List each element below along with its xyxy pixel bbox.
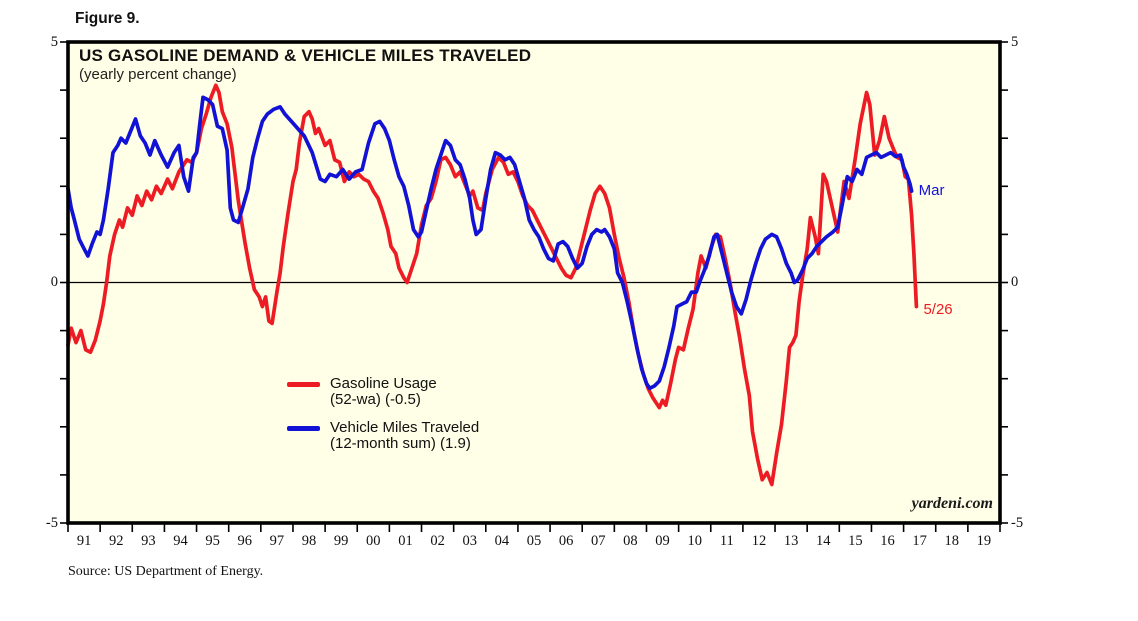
y-axis-label-right: -5	[1011, 514, 1024, 531]
x-axis-year-label: 01	[398, 533, 413, 549]
x-axis-year-label: 98	[301, 533, 317, 549]
legend-text-gasoline-usage: Gasoline Usage (52-wa) (-0.5)	[330, 376, 437, 408]
chart-subtitle: (yearly percent change)	[79, 66, 237, 83]
watermark: yardeni.com	[911, 495, 993, 512]
y-axis-label-right: 5	[1011, 33, 1019, 50]
figure-label: Figure 9.	[75, 10, 140, 27]
annotation-5-26: 5/26	[923, 300, 953, 318]
gasoline-usage-line-swatch	[287, 382, 320, 387]
y-axis-label-left: 0	[50, 274, 58, 290]
x-axis-year-label: 11	[719, 533, 734, 549]
chart-title: US GASOLINE DEMAND & VEHICLE MILES TRAVE…	[79, 46, 532, 65]
legend-label: Gasoline Usage	[330, 375, 437, 392]
x-axis-year-label: 15	[848, 533, 863, 549]
legend: Gasoline Usage (52-wa) (-0.5) Vehicle Mi…	[287, 376, 479, 464]
x-axis-year-label: 10	[687, 533, 702, 549]
y-axis-label-right: 0	[1011, 274, 1019, 290]
legend-text-vehicle-miles: Vehicle Miles Traveled (12-month sum) (1…	[330, 420, 479, 452]
x-axis-year-label: 16	[880, 533, 895, 549]
x-axis-year-label: 00	[366, 533, 381, 549]
vehicle-miles-line	[66, 95, 914, 391]
x-axis-year-label: 96	[237, 533, 253, 549]
x-axis-year-label: 04	[494, 533, 510, 549]
source-note: Source: US Department of Energy.	[68, 564, 264, 579]
annotation-mar: Mar	[918, 182, 945, 200]
x-axis-year-label: 06	[558, 533, 574, 549]
x-axis-year-label: 09	[655, 533, 670, 549]
legend-item-gasoline-usage: Gasoline Usage (52-wa) (-0.5)	[287, 376, 479, 408]
x-axis-year-label: 99	[333, 533, 349, 549]
x-axis-year-label: 02	[430, 533, 445, 549]
x-axis-year-label: 92	[108, 533, 124, 549]
legend-sublabel: (52-wa) (-0.5)	[330, 391, 421, 408]
legend-sublabel: (12-month sum) (1.9)	[330, 435, 471, 452]
x-axis-year-label: 93	[141, 533, 156, 549]
x-axis-year-label: 14	[815, 533, 831, 549]
x-axis-year-label: 91	[76, 533, 92, 549]
legend-item-vehicle-miles: Vehicle Miles Traveled (12-month sum) (1…	[287, 420, 479, 452]
vehicle-miles-line-swatch	[287, 426, 320, 431]
x-axis-year-label: 05	[526, 533, 542, 549]
x-axis-year-label: 07	[591, 533, 606, 549]
x-axis-year-label: 19	[976, 533, 992, 549]
plot-border	[66, 40, 1002, 525]
y-axis-label-left: 5	[50, 33, 58, 50]
x-axis-year-label: 18	[944, 533, 960, 549]
x-axis-year-label: 13	[783, 533, 799, 549]
legend-label: Vehicle Miles Traveled	[330, 419, 480, 436]
x-axis-year-label: 94	[173, 533, 188, 549]
y-axis-label-left: -5	[45, 514, 58, 531]
x-axis-year-label: 97	[269, 533, 285, 549]
x-axis-year-label: 17	[912, 533, 927, 549]
x-axis-year-label: 95	[205, 533, 220, 549]
x-axis-year-label: 03	[462, 533, 477, 549]
x-axis-year-label: 08	[623, 533, 638, 549]
x-axis-year-label: 12	[751, 533, 767, 549]
